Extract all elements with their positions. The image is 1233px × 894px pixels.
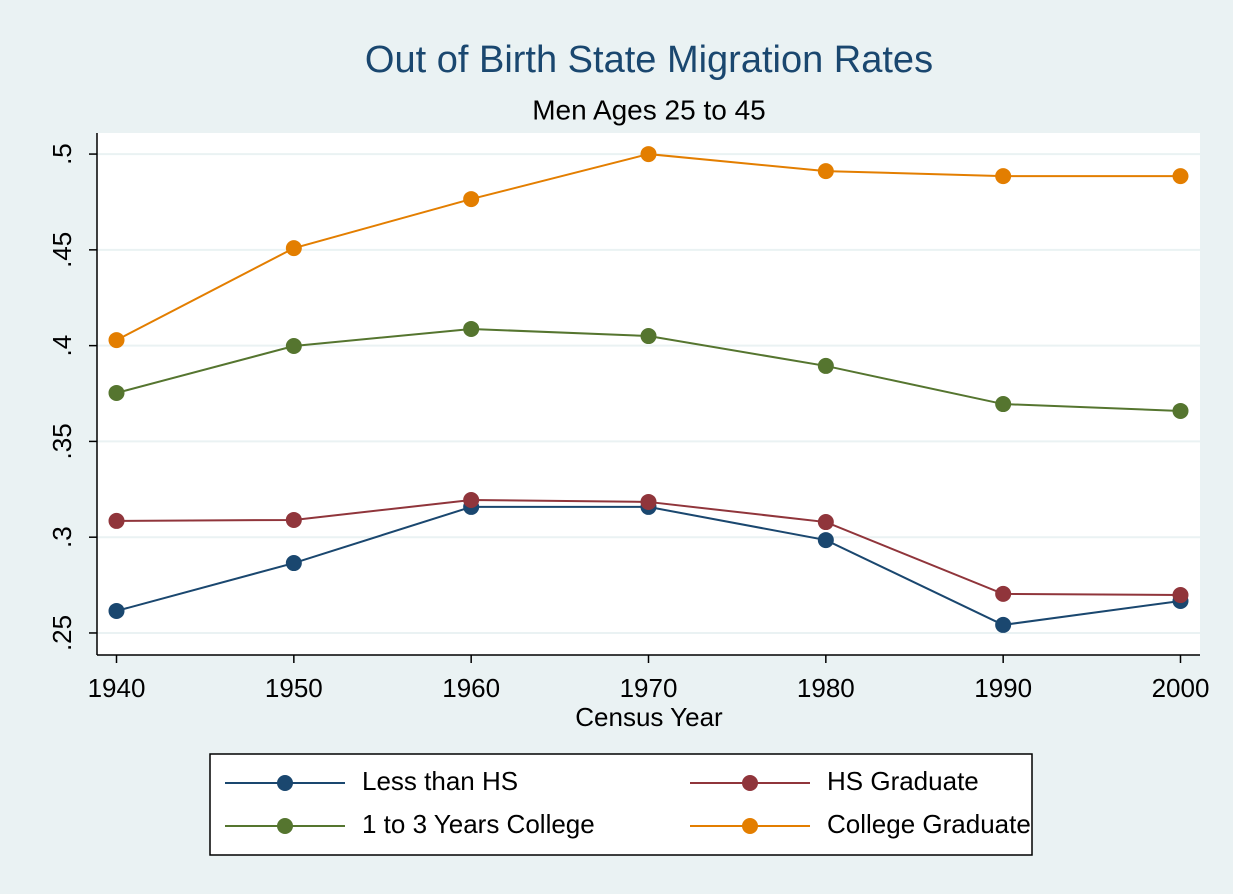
y-tick-label: .25 [47, 615, 77, 651]
x-tick-label: 1980 [797, 673, 855, 703]
marker [108, 602, 125, 619]
x-axis-title: Census Year [575, 702, 723, 732]
marker [285, 338, 302, 355]
chart-title: Out of Birth State Migration Rates [365, 39, 933, 81]
x-tick-label: 1960 [442, 673, 500, 703]
legend-marker [742, 775, 758, 791]
legend-marker [742, 818, 758, 834]
legend [209, 753, 1033, 856]
chart-subtitle: Men Ages 25 to 45 [532, 94, 766, 125]
marker [817, 514, 834, 531]
marker [1172, 402, 1189, 419]
y-tick-label: .45 [47, 232, 77, 268]
marker [285, 555, 302, 572]
legend-marker [277, 775, 293, 791]
marker [1172, 168, 1189, 185]
x-tick-label: 1940 [88, 673, 146, 703]
marker [995, 396, 1012, 413]
marker [108, 332, 125, 349]
x-tick-label: 1950 [265, 673, 323, 703]
marker [463, 320, 480, 337]
marker [108, 512, 125, 529]
marker [1172, 587, 1189, 604]
marker [640, 146, 657, 163]
marker [640, 328, 657, 345]
x-tick-label: 2000 [1152, 673, 1210, 703]
y-tick-label: .3 [47, 526, 77, 548]
marker [995, 585, 1012, 602]
marker [463, 492, 480, 509]
legend-label: HS Graduate [827, 766, 979, 796]
plot-area [97, 133, 1200, 655]
marker [817, 163, 834, 180]
legend-label: College Graduate [827, 809, 1031, 839]
marker [285, 511, 302, 528]
y-tick-label: .35 [47, 423, 77, 459]
marker [995, 616, 1012, 633]
legend-marker [277, 818, 293, 834]
y-tick-label: .5 [47, 143, 77, 165]
marker [108, 384, 125, 401]
marker [817, 532, 834, 549]
x-tick-label: 1990 [974, 673, 1032, 703]
marker [995, 168, 1012, 185]
marker [817, 357, 834, 374]
legend-label: 1 to 3 Years College [362, 809, 595, 839]
legend-label: Less than HS [362, 766, 518, 796]
marker [463, 191, 480, 208]
marker [640, 493, 657, 510]
y-tick-label: .4 [47, 335, 77, 357]
x-tick-label: 1970 [620, 673, 678, 703]
marker [285, 240, 302, 257]
